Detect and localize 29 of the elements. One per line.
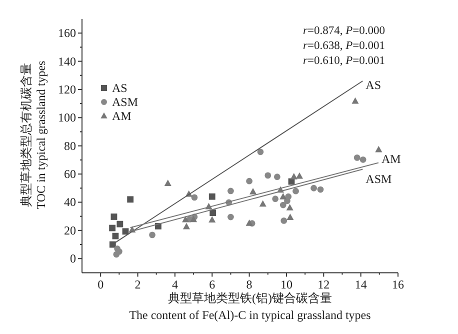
y-tick-label: 140: [58, 54, 76, 68]
x-tick-label: 0: [98, 278, 104, 292]
x-tick-label: 4: [172, 278, 178, 292]
y-tick-label: 100: [58, 110, 76, 125]
legend-label: AS: [112, 81, 128, 95]
y-tick-label: 20: [64, 223, 76, 238]
annotation: r=0.874, P=0.000: [302, 25, 386, 37]
legend-label: ASM: [112, 95, 138, 109]
legend-label: AM: [112, 109, 132, 123]
x-tick-label: 12: [318, 278, 330, 292]
y-axis-title: 典型草地类型总有机碳含量 TOC in typical grassland types: [19, 60, 48, 210]
x-tick-label: 6: [209, 278, 216, 292]
series-label: AM: [381, 152, 402, 166]
y-tick-label: 160: [58, 26, 76, 40]
series-label: AS: [366, 78, 382, 92]
x-tick-label: 14: [354, 278, 367, 292]
annotation: r=0.610, P=0.001: [302, 55, 386, 67]
y-tick-label: 60: [64, 167, 76, 182]
series-label: ASM: [366, 172, 392, 186]
x-tick-label: 16: [392, 278, 404, 292]
x-axis-title: 典型草地类型铁(铝)键合碳含量 The content of Fe(Al)-C in typical grassland types: [129, 291, 372, 322]
y-tick-label: 40: [64, 195, 76, 210]
annotation: r=0.638, P=0.001: [302, 40, 386, 52]
x-tick-label: 2: [134, 278, 141, 292]
x-tick-label: 8: [246, 278, 252, 292]
x-tick-label: 10: [280, 278, 292, 292]
y-tick-label: 120: [58, 82, 76, 96]
y-tick-label: 0: [70, 252, 76, 266]
y-tick-label: 80: [64, 138, 76, 153]
